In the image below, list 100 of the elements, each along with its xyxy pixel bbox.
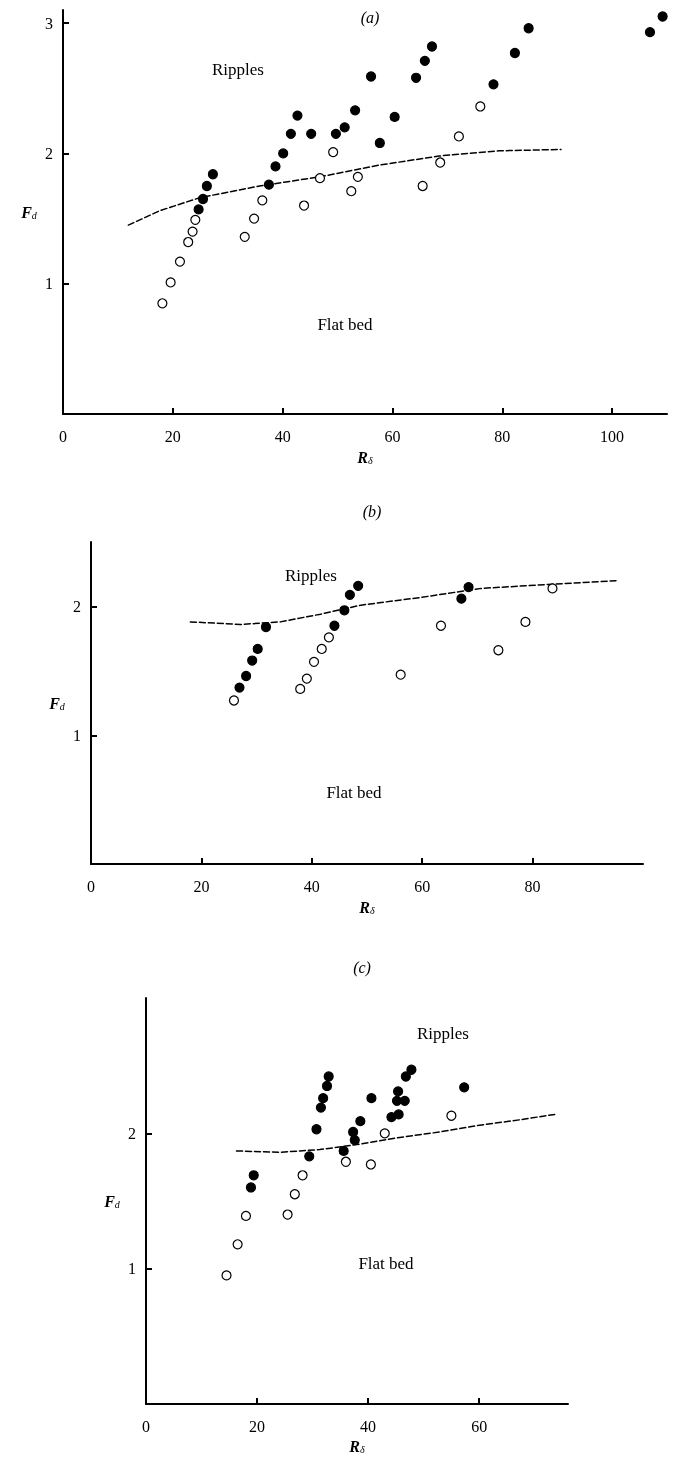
point <box>365 71 377 82</box>
x-tick-label: 60 <box>414 877 431 895</box>
point <box>207 169 218 180</box>
point <box>183 236 194 248</box>
point <box>456 593 467 604</box>
point <box>393 1109 404 1120</box>
point <box>278 148 289 159</box>
point <box>248 1170 259 1181</box>
point <box>228 695 240 706</box>
chart-title: (c) <box>353 958 371 977</box>
point <box>285 128 296 139</box>
point <box>493 645 504 656</box>
point <box>475 101 486 112</box>
x-axis-title: Rδ <box>356 448 374 466</box>
y-tick-label: 2 <box>45 144 53 162</box>
point <box>459 1082 470 1093</box>
x-tick-label: 40 <box>360 1417 377 1435</box>
point <box>263 179 275 190</box>
x-tick-label: 40 <box>303 877 320 895</box>
point <box>311 1124 322 1135</box>
point <box>301 673 312 684</box>
x-tick-label: 60 <box>384 427 401 445</box>
point <box>435 157 446 168</box>
annotation: Flat bed <box>358 1253 415 1273</box>
x-tick-label: 60 <box>471 1417 488 1435</box>
point <box>221 1270 232 1281</box>
point <box>395 669 406 680</box>
chart-title: (a) <box>360 8 380 27</box>
point <box>399 1095 410 1106</box>
point <box>406 1064 417 1075</box>
y-tick-label: 1 <box>128 1260 136 1278</box>
point <box>644 27 656 38</box>
chart-title: (b) <box>362 502 382 521</box>
x-tick-label: 0 <box>142 1417 150 1435</box>
point <box>241 670 252 682</box>
point <box>306 128 317 139</box>
y-tick-label: 3 <box>45 14 53 32</box>
line-series <box>127 148 562 226</box>
point <box>297 1170 308 1181</box>
point <box>316 643 327 655</box>
y-axis-title: Fd <box>103 1192 121 1210</box>
point <box>292 110 303 121</box>
point <box>239 231 250 242</box>
y-axis-title: Fd <box>48 694 66 712</box>
point <box>289 1189 300 1200</box>
point <box>426 41 438 52</box>
point <box>318 1093 329 1104</box>
point <box>348 1126 359 1138</box>
point <box>509 47 520 59</box>
point <box>245 1182 257 1193</box>
point <box>393 1086 404 1097</box>
point <box>197 193 209 205</box>
point <box>446 1110 457 1121</box>
annotation: Ripples <box>285 565 337 585</box>
point <box>260 621 272 633</box>
point <box>187 226 198 237</box>
x-tick-label: 0 <box>87 877 95 895</box>
point <box>270 161 281 172</box>
point <box>282 1209 293 1220</box>
point <box>328 146 339 158</box>
point <box>374 137 385 149</box>
y-tick-label: 1 <box>73 726 81 744</box>
point <box>435 620 447 631</box>
point <box>410 72 422 83</box>
point <box>657 11 668 22</box>
point <box>355 1116 366 1127</box>
point <box>157 298 168 309</box>
point <box>520 616 531 627</box>
y-tick-label: 2 <box>128 1124 136 1142</box>
point <box>308 656 320 667</box>
x-axis-title: Rδ <box>348 1438 366 1456</box>
x-tick-label: 20 <box>164 427 181 445</box>
point <box>419 55 430 66</box>
point <box>523 23 534 34</box>
annotation: Ripples <box>212 59 264 79</box>
point <box>349 1135 360 1146</box>
point <box>366 1093 377 1104</box>
point <box>321 1080 333 1092</box>
point <box>389 111 400 122</box>
point <box>352 171 363 182</box>
point <box>379 1128 390 1139</box>
point <box>248 213 260 224</box>
point <box>353 580 364 591</box>
point <box>329 620 340 631</box>
x-axis-title: Rδ <box>358 898 376 916</box>
point <box>232 1239 243 1250</box>
point <box>201 180 212 192</box>
point <box>340 1156 351 1167</box>
x-tick-label: 20 <box>249 1417 266 1435</box>
point <box>346 186 357 197</box>
annotation: Flat bed <box>317 314 374 334</box>
point <box>314 173 326 184</box>
x-tick-label: 100 <box>600 427 625 445</box>
point <box>350 105 361 116</box>
point <box>323 632 335 643</box>
point <box>344 589 355 600</box>
y-tick-label: 1 <box>45 275 53 293</box>
point <box>365 1159 376 1170</box>
point <box>315 1102 327 1113</box>
point <box>453 131 464 142</box>
